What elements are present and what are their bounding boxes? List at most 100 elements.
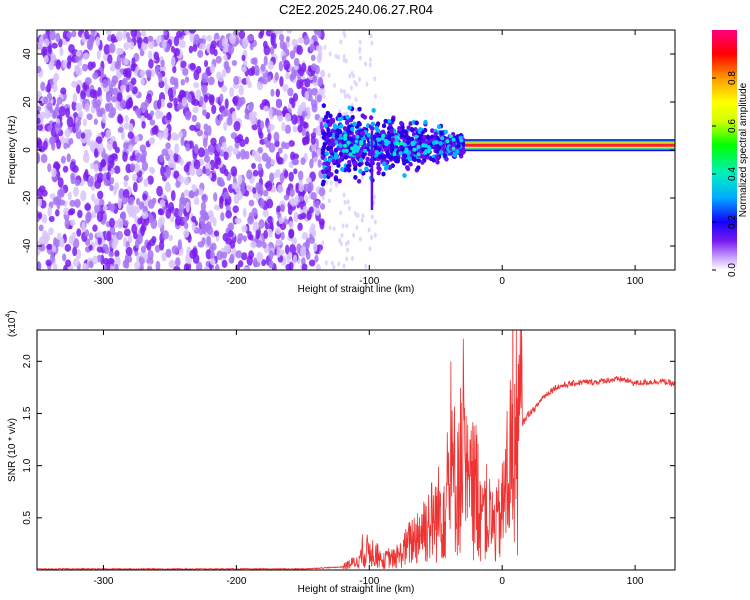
transition-blob [400,125,405,130]
noise-blob [211,104,217,115]
transition-blob [433,131,438,137]
noise-blob [312,242,318,252]
noise-blob [43,55,49,64]
transition-blob [353,175,358,180]
noise-blob [115,31,123,42]
faint-blob [328,51,332,57]
faint-blob [342,54,346,60]
noise-blob [279,76,284,87]
noise-blob [162,128,169,140]
faint-blob [343,33,347,39]
noise-blob [148,239,156,247]
faint-blob [365,81,369,87]
transition-blob [390,137,396,143]
noise-blob [158,216,165,226]
noise-blob [71,30,77,38]
noise-blob [265,161,272,169]
noise-blob [74,179,81,187]
noise-blob [120,211,127,222]
noise-blob [176,30,183,38]
transition-blob [431,157,436,163]
noise-blob [55,209,60,217]
noise-blob [92,224,98,232]
transition-blob [345,114,350,120]
transition-blob [342,126,348,131]
transition-blob [356,120,362,126]
y-tick-label: 1.0 [22,458,33,472]
noise-blob [134,239,140,249]
transition-blob [420,160,425,165]
noise-blob [88,244,93,251]
noise-blob [71,231,77,241]
noise-blob [193,69,200,81]
noise-blob [273,131,280,142]
transition-blob [417,136,422,141]
noise-blob [54,195,62,205]
noise-blob [43,232,51,242]
noise-blob [90,193,96,202]
noise-blob [105,103,110,112]
noise-blob [204,162,212,171]
noise-blob [93,118,98,125]
noise-blob [57,177,64,188]
noise-blob [270,158,276,166]
noise-blob [241,225,248,233]
x-tick-label: 100 [627,576,644,587]
highlight-blob [424,149,429,154]
noise-blob [125,84,130,93]
x-tick-label: -200 [226,576,246,587]
noise-blob [165,166,172,177]
noise-blob [53,237,58,247]
noise-blob [310,192,317,201]
noise-blob [224,98,229,109]
transition-blob [383,118,388,124]
noise-blob [165,153,170,162]
highlight-blob [343,133,348,138]
noise-blob [275,227,281,235]
noise-blob [260,30,265,37]
noise-blob [288,140,295,147]
noise-blob [46,83,52,93]
noise-blob [117,127,124,134]
noise-blob [97,142,104,154]
noise-blob [64,128,71,138]
noise-blob [139,50,145,57]
noise-blob [297,108,303,116]
noise-blob [228,256,235,264]
noise-blob [298,183,304,192]
transition-blob [409,136,415,142]
noise-blob [227,230,234,238]
noise-blob [223,121,228,131]
transition-blob [321,144,327,150]
noise-blob [67,209,74,216]
faint-blob [373,232,377,238]
noise-blob [129,163,136,172]
noise-blob [123,42,130,51]
transition-blob [366,132,372,138]
noise-blob [218,114,224,121]
noise-blob [165,208,172,219]
faint-blob [345,256,349,262]
noise-blob [155,260,161,270]
transition-blob [336,162,341,168]
transition-blob [399,132,405,138]
noise-blob [291,38,298,47]
faint-blob [323,44,327,50]
noise-blob [71,100,77,111]
noise-blob [309,206,314,214]
noise-blob [150,167,156,175]
noise-blob [299,78,304,90]
noise-blob [252,169,259,177]
transition-blob [322,174,328,179]
noise-blob [127,131,134,140]
noise-blob [173,77,179,86]
noise-blob [151,197,157,204]
noise-blob [263,105,269,112]
faint-blob [354,97,358,103]
noise-blob [261,99,269,106]
highlight-blob [412,147,417,152]
noise-blob [283,170,289,178]
noise-blob [248,111,255,122]
noise-blob [69,219,76,226]
noise-blob [125,246,133,257]
